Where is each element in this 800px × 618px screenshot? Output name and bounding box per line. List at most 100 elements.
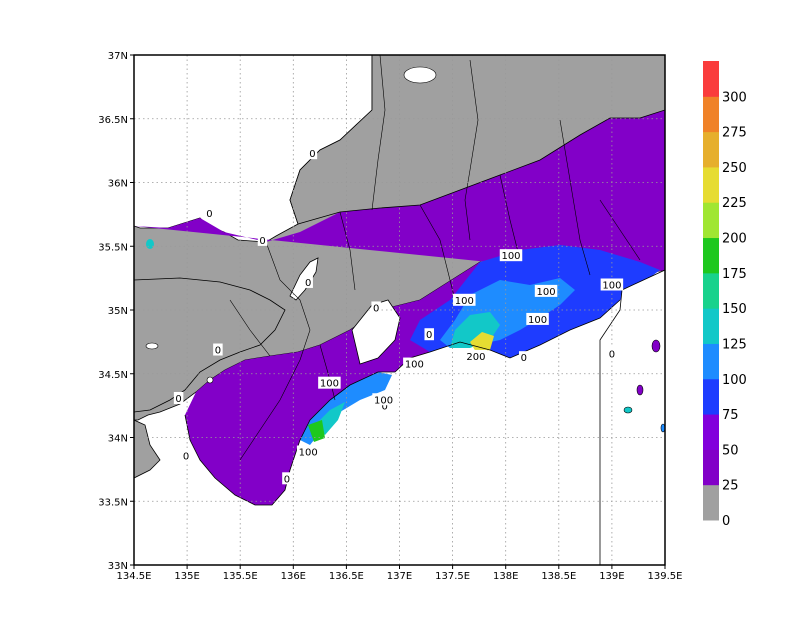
legend-label: 225 — [722, 196, 747, 211]
contour-label-bg — [181, 449, 191, 462]
contour-label-bg — [534, 284, 558, 297]
legend-label: 0 — [722, 514, 730, 529]
contour-label-text: 0 — [309, 149, 315, 160]
legend-swatch — [703, 449, 719, 486]
island — [651, 339, 661, 353]
contour-label: 100 — [372, 393, 395, 406]
contour-label: 100 — [526, 312, 549, 326]
contour-label: 0 — [307, 147, 318, 160]
contour-label-bg — [213, 343, 223, 356]
legend-swatch — [703, 272, 719, 309]
contour-label-bg — [173, 391, 184, 404]
y-tick-label: 34.5N — [98, 370, 128, 381]
contour-label-text: 0 — [215, 346, 221, 357]
legend-swatch — [703, 378, 719, 415]
contour-label-bg — [318, 376, 341, 389]
land-area-gray-west — [134, 419, 161, 479]
contour-label-bg — [453, 293, 476, 306]
legend-label: 125 — [722, 337, 747, 352]
legend-swatch — [703, 484, 719, 521]
x-tick-label: 139.5E — [648, 571, 683, 582]
contour-label-bg — [372, 393, 395, 406]
island — [145, 342, 159, 350]
contour-label-bg — [204, 207, 215, 220]
legend-swatch — [703, 237, 719, 274]
contour-label-text: 0 — [206, 209, 212, 220]
contour-label-bg — [424, 328, 434, 341]
contour-label-text: 100 — [405, 360, 424, 371]
contour-label-text: 0 — [521, 353, 527, 364]
contour-label: 0 — [213, 343, 223, 357]
contour-label: 0 — [282, 472, 292, 485]
legend-swatch — [703, 131, 719, 168]
contour-label-text: 100 — [501, 251, 520, 262]
y-tick-label: 35N — [108, 306, 128, 317]
contour-label-text: 100 — [537, 287, 556, 298]
contour-label-bg — [526, 312, 549, 325]
contour-label-bg — [371, 301, 381, 314]
contour-label-text: 0 — [609, 349, 615, 360]
contour-label: 0 — [607, 347, 617, 360]
legend-swatch — [703, 308, 719, 344]
contour-label: 0 — [173, 391, 184, 405]
legend-label: 300 — [722, 90, 747, 105]
legend-swatch — [703, 61, 719, 97]
contour-label: 0 — [371, 301, 381, 314]
contour-label-text: 0 — [426, 330, 432, 341]
legend-label: 150 — [722, 302, 747, 317]
y-tick-label: 35.5N — [98, 242, 128, 253]
legend-label: 200 — [722, 232, 747, 247]
legend-swatch — [703, 343, 719, 380]
contour-label: 100 — [534, 284, 558, 298]
contour-label-text: 0 — [373, 303, 379, 314]
grid-lines — [134, 55, 665, 565]
island — [660, 423, 665, 433]
contour-label: 0 — [379, 399, 390, 413]
legend-swatch — [703, 414, 719, 450]
contour-label-text: 100 — [299, 448, 318, 459]
contour-label-text: 100 — [528, 315, 547, 326]
legend-label: 25 — [722, 479, 739, 494]
contour-label: 100 — [296, 445, 320, 459]
contour-label-bg — [403, 357, 426, 370]
legend-label: 50 — [722, 443, 739, 458]
contour-label-text: 0 — [259, 236, 265, 247]
x-tick-label: 135.5E — [223, 571, 258, 582]
legend-label: 75 — [722, 408, 739, 423]
contour-label: 0 — [181, 449, 191, 462]
precip-175-200 — [308, 420, 325, 442]
legend-swatch — [703, 166, 719, 203]
legend-swatch — [703, 202, 719, 239]
y-tick-label: 33N — [108, 561, 128, 572]
legend-swatch — [703, 96, 719, 133]
x-tick-label: 137.5E — [435, 571, 470, 582]
island — [636, 384, 644, 396]
land-area-gray-west-north — [134, 277, 286, 413]
island — [623, 406, 633, 414]
contour-label-bg — [307, 147, 318, 160]
contour-label-bg — [519, 351, 529, 364]
contour-label-bg — [600, 278, 624, 291]
x-tick-label: 137E — [387, 571, 412, 582]
x-tick-label: 138E — [493, 571, 518, 582]
contour-label-text: 0 — [381, 402, 387, 413]
contour-label-text: 100 — [602, 281, 621, 292]
x-tick-label: 136.5E — [329, 571, 364, 582]
contour-label: 0 — [257, 233, 268, 247]
y-axis-ticks: 33N 33.5N 34N 34.5N 35N 35.5N 36N 36.5N 37N — [98, 51, 134, 572]
island — [206, 376, 214, 384]
contour-label-text: 100 — [320, 379, 339, 390]
contour-label-bg — [257, 233, 268, 246]
contour-label-bg — [499, 249, 523, 262]
contour-label-text: 0 — [183, 451, 189, 462]
contour-label-text: 100 — [374, 395, 393, 406]
x-tick-label: 138.5E — [541, 571, 576, 582]
color-legend: 0 25 50 75 100 125 150 175 200 225 250 275 300 — [703, 61, 747, 529]
contour-label-bg — [303, 275, 313, 288]
y-tick-label: 33.5N — [98, 497, 128, 508]
contour-label-text: 0 — [175, 394, 181, 405]
legend-label: 175 — [722, 267, 747, 282]
contour-label-bg — [296, 445, 320, 458]
